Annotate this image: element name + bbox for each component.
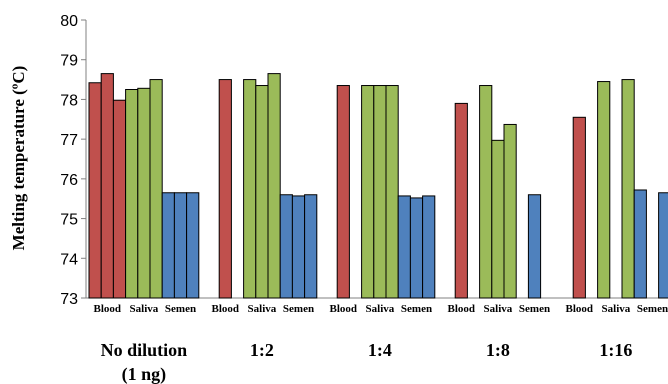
bar-saliva — [597, 81, 611, 299]
bar-blood — [336, 85, 350, 299]
bar-saliva — [243, 79, 257, 299]
y-tick-label: 79 — [60, 53, 78, 70]
category-label-blood: Blood — [94, 303, 122, 315]
bar-blood — [100, 73, 114, 299]
y-tick-label: 76 — [60, 172, 78, 189]
y-axis-label: Melting temperature (ºC) — [9, 66, 28, 251]
y-tick-label: 75 — [60, 212, 78, 229]
category-label-semen: Semen — [401, 303, 432, 315]
bar-saliva — [149, 79, 163, 299]
bar-blood — [88, 82, 102, 299]
chart-labels: Blood Saliva Semen No dilution (1 ng) Blood Sa… — [94, 303, 668, 384]
category-label-saliva: Saliva — [248, 303, 277, 315]
category-label-blood: Blood — [212, 303, 240, 315]
chart-bars — [88, 73, 668, 299]
dilution-label: 1:2 — [250, 340, 274, 360]
category-label-saliva: Saliva — [366, 303, 395, 315]
bar-blood — [572, 116, 586, 299]
bar-semen — [279, 194, 293, 299]
bar-saliva — [255, 85, 269, 299]
bar-blood — [112, 99, 127, 299]
bar-saliva — [361, 85, 375, 299]
bar-semen — [397, 195, 411, 299]
bar-semen — [291, 195, 306, 299]
dilution-label: 1:4 — [368, 340, 392, 360]
bar-semen — [161, 192, 175, 299]
bar-saliva — [125, 89, 139, 299]
y-tick-label: 73 — [60, 291, 78, 308]
bar-semen — [304, 194, 318, 299]
dilution-label: No dilution — [101, 340, 188, 360]
category-label-blood: Blood — [448, 303, 476, 315]
bar-saliva — [267, 73, 281, 299]
category-label-blood: Blood — [566, 303, 594, 315]
category-label-semen: Semen — [637, 303, 668, 315]
category-label-blood: Blood — [330, 303, 358, 315]
bar-semen — [658, 192, 668, 299]
bar-blood — [454, 102, 468, 299]
bar-saliva — [503, 123, 517, 299]
y-tick-label: 78 — [60, 92, 78, 109]
bar-semen — [527, 194, 542, 299]
bar-saliva — [479, 85, 493, 299]
bar-saliva — [385, 85, 399, 299]
category-label-saliva: Saliva — [602, 303, 631, 315]
category-label-semen: Semen — [283, 303, 314, 315]
bar-semen — [633, 189, 647, 299]
bar-saliva — [373, 85, 387, 299]
y-tick-label: 80 — [60, 13, 78, 30]
bar-saliva — [621, 79, 635, 299]
dilution-label-amount: (1 ng) — [122, 364, 167, 384]
bar-blood — [218, 79, 232, 299]
category-label-saliva: Saliva — [484, 303, 513, 315]
dilution-label: 1:16 — [599, 340, 632, 360]
y-tick-label: 74 — [60, 251, 78, 268]
category-label-semen: Semen — [165, 303, 196, 315]
category-label-semen: Semen — [519, 303, 550, 315]
y-tick-label: 77 — [60, 132, 78, 149]
bar-saliva — [491, 139, 505, 299]
bar-semen — [422, 195, 436, 299]
bar-semen — [186, 192, 200, 299]
bar-semen — [409, 197, 424, 299]
bar-semen — [173, 192, 188, 299]
dilution-label: 1:8 — [486, 340, 510, 360]
category-label-saliva: Saliva — [130, 303, 159, 315]
bar-saliva — [137, 87, 151, 299]
